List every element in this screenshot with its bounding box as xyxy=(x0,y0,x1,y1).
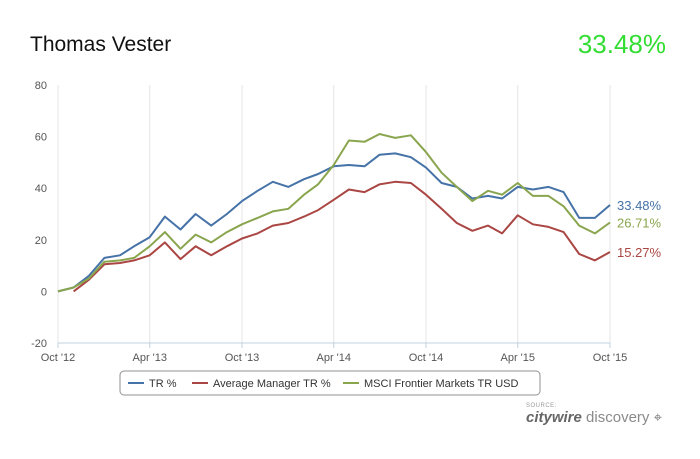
grid-layer xyxy=(57,85,611,343)
series-line-3 xyxy=(57,133,611,293)
legend-item-1[interactable]: TR % xyxy=(149,378,177,390)
series-line-2 xyxy=(72,180,611,293)
x-tick-label: Oct '12 xyxy=(41,352,76,364)
series-layer xyxy=(57,133,611,293)
crosshair-icon: ⌖ xyxy=(653,409,663,426)
x-tick-label: Apr '13 xyxy=(132,352,167,364)
y-tick-label: 60 xyxy=(35,132,47,144)
citywire-discovery-logo: citywire discovery ⌖ xyxy=(526,409,662,426)
headline-return-value: 33.48% xyxy=(577,29,666,59)
y-tick-label: 20 xyxy=(35,235,47,247)
source-attribution: SOURCE: citywire discovery ⌖ xyxy=(526,403,676,427)
brand-citywire: citywire xyxy=(526,409,582,426)
x-tick-label: Apr '14 xyxy=(316,352,351,364)
y-tick-label: 40 xyxy=(35,183,47,195)
series-end-label-2: 15.27% xyxy=(617,245,662,260)
axis-layer: Oct '12 Apr '13 Oct '13 Apr '14 Oct '14 Apr '… xyxy=(31,80,627,364)
series-end-label-1: 33.48% xyxy=(617,198,662,213)
x-tick-label: Oct '13 xyxy=(225,352,260,364)
source-caption: SOURCE: xyxy=(526,403,557,409)
x-tick-label: Oct '15 xyxy=(593,352,628,364)
page-title: Thomas Vester xyxy=(30,33,172,56)
brand-discovery: discovery xyxy=(586,409,650,426)
y-tick-label: 80 xyxy=(35,80,47,92)
y-tick-label: 0 xyxy=(41,286,47,298)
end-label-layer: 33.48% 15.27% 26.71% xyxy=(617,198,662,260)
series-end-label-3: 26.71% xyxy=(617,215,662,230)
legend-box xyxy=(119,370,541,396)
legend-item-2[interactable]: Average Manager TR % xyxy=(213,378,331,390)
legend: TR % Average Manager TR % MSCI Frontier Ma… xyxy=(119,370,541,396)
legend-item-3[interactable]: MSCI Frontier Markets TR USD xyxy=(364,378,518,390)
y-tick-label: -20 xyxy=(31,338,47,350)
x-tick-label: Apr '15 xyxy=(500,352,535,364)
x-tick-label: Oct '14 xyxy=(409,352,444,364)
